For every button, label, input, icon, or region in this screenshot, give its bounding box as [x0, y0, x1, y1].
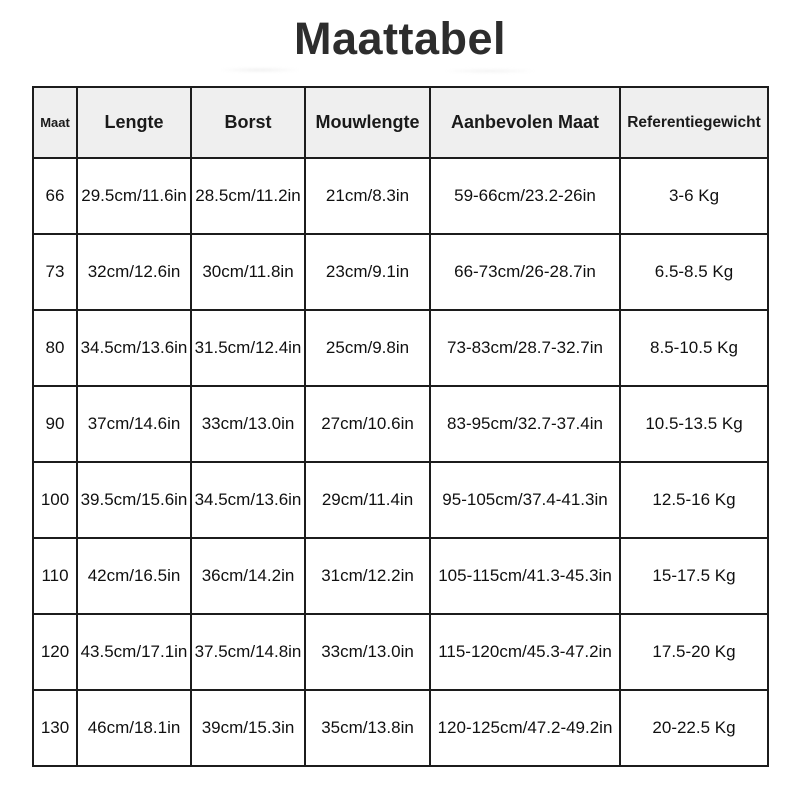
- table-row: 90 37cm/14.6in 33cm/13.0in 27cm/10.6in 8…: [32, 385, 769, 463]
- cell-maat: 66: [32, 157, 78, 235]
- column-header-referentiegewicht: Referentiegewicht: [619, 86, 769, 159]
- cell-referentiegewicht: 15-17.5 Kg: [619, 537, 769, 615]
- column-header-lengte: Lengte: [76, 86, 192, 159]
- cell-lengte: 34.5cm/13.6in: [76, 309, 192, 387]
- table-row: 100 39.5cm/15.6in 34.5cm/13.6in 29cm/11.…: [32, 461, 769, 539]
- column-header-mouwlengte: Mouwlengte: [304, 86, 431, 159]
- cell-maat: 120: [32, 613, 78, 691]
- cell-lengte: 37cm/14.6in: [76, 385, 192, 463]
- table-row: 130 46cm/18.1in 39cm/15.3in 35cm/13.8in …: [32, 689, 769, 767]
- column-header-aanbevolen-maat: Aanbevolen Maat: [429, 86, 621, 159]
- cell-borst: 36cm/14.2in: [190, 537, 306, 615]
- table-row: 66 29.5cm/11.6in 28.5cm/11.2in 21cm/8.3i…: [32, 157, 769, 235]
- size-chart-table: Maat Lengte Borst Mouwlengte Aanbevolen …: [32, 86, 769, 767]
- cell-borst: 30cm/11.8in: [190, 233, 306, 311]
- cell-aanbevolen-maat: 95-105cm/37.4-41.3in: [429, 461, 621, 539]
- cell-aanbevolen-maat: 59-66cm/23.2-26in: [429, 157, 621, 235]
- table-row: 110 42cm/16.5in 36cm/14.2in 31cm/12.2in …: [32, 537, 769, 615]
- cell-aanbevolen-maat: 66-73cm/26-28.7in: [429, 233, 621, 311]
- cell-aanbevolen-maat: 73-83cm/28.7-32.7in: [429, 309, 621, 387]
- cell-aanbevolen-maat: 105-115cm/41.3-45.3in: [429, 537, 621, 615]
- cell-maat: 130: [32, 689, 78, 767]
- table-row: 73 32cm/12.6in 30cm/11.8in 23cm/9.1in 66…: [32, 233, 769, 311]
- size-chart-header: Maat Lengte Borst Mouwlengte Aanbevolen …: [32, 86, 769, 159]
- cell-borst: 33cm/13.0in: [190, 385, 306, 463]
- column-header-maat: Maat: [32, 86, 78, 159]
- cell-maat: 73: [32, 233, 78, 311]
- cell-maat: 110: [32, 537, 78, 615]
- cell-lengte: 39.5cm/15.6in: [76, 461, 192, 539]
- column-header-borst: Borst: [190, 86, 306, 159]
- cell-mouwlengte: 21cm/8.3in: [304, 157, 431, 235]
- smudge-artifact: [200, 66, 560, 75]
- cell-lengte: 43.5cm/17.1in: [76, 613, 192, 691]
- cell-mouwlengte: 33cm/13.0in: [304, 613, 431, 691]
- cell-mouwlengte: 25cm/9.8in: [304, 309, 431, 387]
- cell-lengte: 42cm/16.5in: [76, 537, 192, 615]
- page-title: Maattabel: [293, 13, 507, 64]
- cell-mouwlengte: 31cm/12.2in: [304, 537, 431, 615]
- cell-borst: 39cm/15.3in: [190, 689, 306, 767]
- cell-borst: 28.5cm/11.2in: [190, 157, 306, 235]
- cell-borst: 37.5cm/14.8in: [190, 613, 306, 691]
- cell-lengte: 29.5cm/11.6in: [76, 157, 192, 235]
- cell-mouwlengte: 23cm/9.1in: [304, 233, 431, 311]
- cell-aanbevolen-maat: 83-95cm/32.7-37.4in: [429, 385, 621, 463]
- cell-referentiegewicht: 12.5-16 Kg: [619, 461, 769, 539]
- cell-mouwlengte: 27cm/10.6in: [304, 385, 431, 463]
- cell-mouwlengte: 35cm/13.8in: [304, 689, 431, 767]
- cell-maat: 90: [32, 385, 78, 463]
- cell-maat: 80: [32, 309, 78, 387]
- table-row: 80 34.5cm/13.6in 31.5cm/12.4in 25cm/9.8i…: [32, 309, 769, 387]
- cell-maat: 100: [32, 461, 78, 539]
- cell-lengte: 32cm/12.6in: [76, 233, 192, 311]
- size-chart-body: 66 29.5cm/11.6in 28.5cm/11.2in 21cm/8.3i…: [32, 157, 769, 767]
- cell-aanbevolen-maat: 115-120cm/45.3-47.2in: [429, 613, 621, 691]
- cell-borst: 34.5cm/13.6in: [190, 461, 306, 539]
- cell-lengte: 46cm/18.1in: [76, 689, 192, 767]
- cell-referentiegewicht: 20-22.5 Kg: [619, 689, 769, 767]
- cell-referentiegewicht: 6.5-8.5 Kg: [619, 233, 769, 311]
- cell-borst: 31.5cm/12.4in: [190, 309, 306, 387]
- cell-aanbevolen-maat: 120-125cm/47.2-49.2in: [429, 689, 621, 767]
- cell-referentiegewicht: 3-6 Kg: [619, 157, 769, 235]
- header-row: Maat Lengte Borst Mouwlengte Aanbevolen …: [32, 86, 769, 159]
- cell-referentiegewicht: 10.5-13.5 Kg: [619, 385, 769, 463]
- cell-referentiegewicht: 8.5-10.5 Kg: [619, 309, 769, 387]
- table-row: 120 43.5cm/17.1in 37.5cm/14.8in 33cm/13.…: [32, 613, 769, 691]
- cell-mouwlengte: 29cm/11.4in: [304, 461, 431, 539]
- cell-referentiegewicht: 17.5-20 Kg: [619, 613, 769, 691]
